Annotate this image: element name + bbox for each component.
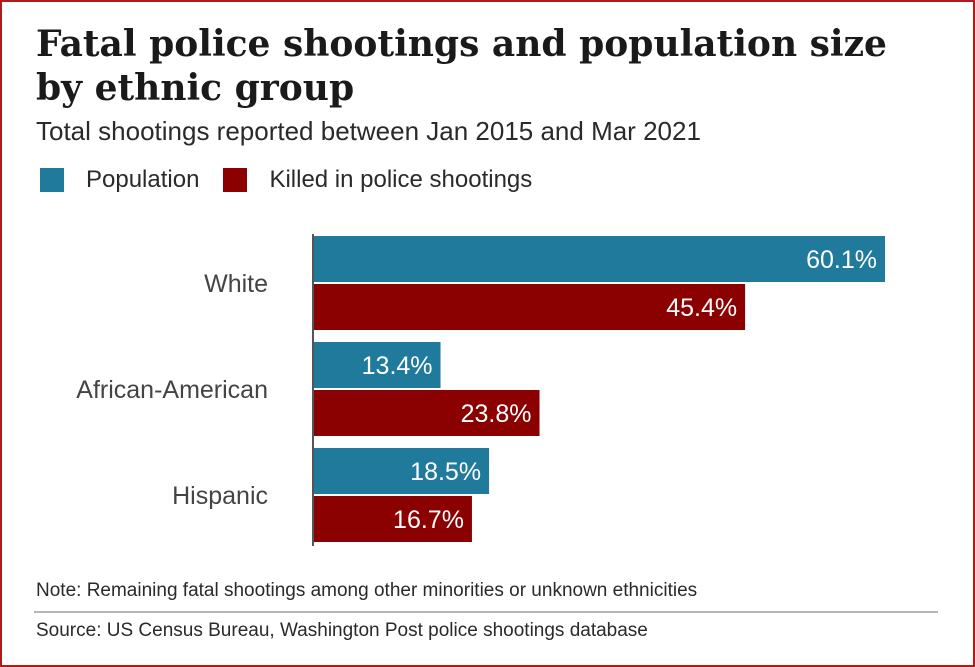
bar-african-american-killed xyxy=(313,390,540,436)
data-label-african-american-population: 13.4% xyxy=(362,352,433,380)
legend: Population Killed in police shootings xyxy=(40,166,556,194)
data-label-african-american-killed: 23.8% xyxy=(461,400,532,428)
chart-subtitle: Total shootings reported between Jan 201… xyxy=(36,116,701,146)
legend-item-population: Population xyxy=(40,166,199,194)
legend-label-killed: Killed in police shootings xyxy=(269,166,533,193)
data-label-white-killed: 45.4% xyxy=(666,294,737,322)
data-label-white-population: 60.1% xyxy=(806,246,877,274)
category-label-hispanic: Hispanic xyxy=(172,482,268,510)
footer-divider xyxy=(34,611,938,613)
bar-white-population xyxy=(313,236,885,282)
category-label-african-american: African-American xyxy=(76,376,268,404)
data-label-hispanic-killed: 16.7% xyxy=(393,506,464,534)
chart-source: Source: US Census Bureau, Washington Pos… xyxy=(36,620,648,641)
legend-swatch-population xyxy=(40,168,64,192)
category-label-white: White xyxy=(204,270,268,298)
bar-african-american-population xyxy=(313,342,441,388)
data-label-hispanic-population: 18.5% xyxy=(410,458,481,486)
bar-white-killed xyxy=(313,284,746,330)
bar-hispanic-population xyxy=(313,448,490,494)
legend-label-population: Population xyxy=(86,166,200,193)
legend-swatch-killed xyxy=(223,168,248,192)
legend-item-killed: Killed in police shootings xyxy=(223,166,532,194)
chart-title: Fatal police shootings and population si… xyxy=(36,23,887,109)
chart-note: Note: Remaining fatal shootings among ot… xyxy=(36,580,698,601)
bar-hispanic-killed xyxy=(313,496,472,542)
